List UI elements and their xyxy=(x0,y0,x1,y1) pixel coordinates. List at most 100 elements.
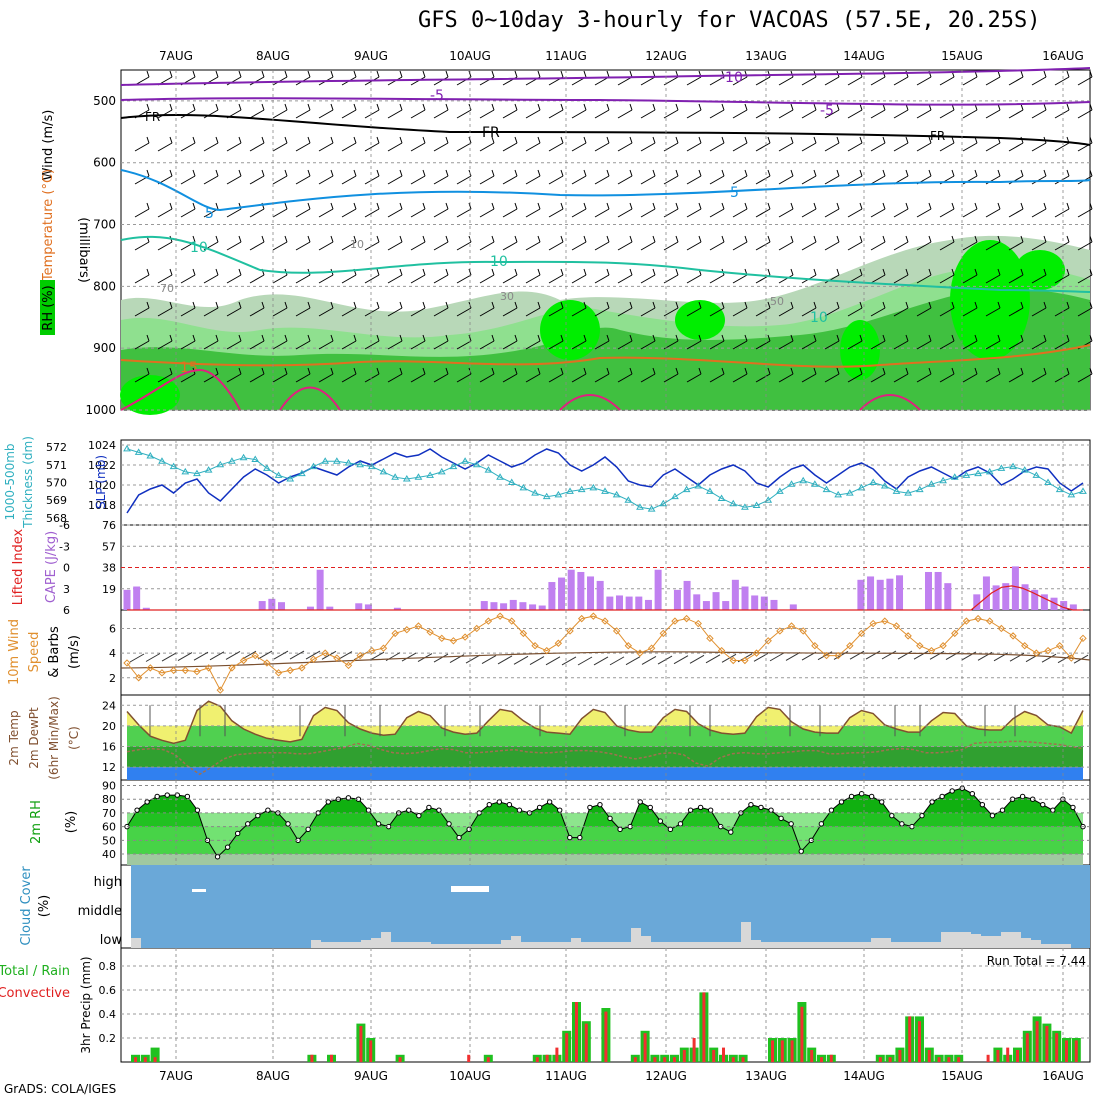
wind-barb-flag xyxy=(974,367,978,375)
wind-barb-flag xyxy=(997,169,1001,177)
wind-barb-flag xyxy=(238,268,242,276)
wind-barb-flag xyxy=(928,202,932,210)
wind-barb xyxy=(881,650,897,660)
thickness-point xyxy=(239,453,248,461)
wind-barb xyxy=(134,208,150,218)
cloud-low-bar xyxy=(741,922,751,948)
wind-barb xyxy=(732,175,748,185)
wind-barb-flag xyxy=(445,202,449,210)
wind-barb xyxy=(801,175,817,185)
date-label-top: 9AUG xyxy=(354,49,388,63)
date-label-bottom: 13AUG xyxy=(745,1069,787,1083)
cloud-low-bar xyxy=(871,938,881,948)
wind-barb xyxy=(1031,109,1047,119)
wind-barb-flag xyxy=(652,301,656,309)
cape-bar xyxy=(123,589,131,610)
slp-tick: 1024 xyxy=(88,439,116,452)
wind-barb-flag xyxy=(675,235,679,243)
precip-convective-bar xyxy=(692,1038,696,1062)
wind-speed-point xyxy=(962,617,971,625)
cloud-low-bar xyxy=(851,942,861,948)
wind-barb-flag xyxy=(491,367,495,375)
precip-panel: 0.2 0.4 0.6 0.8 Run Total = 7.44 xyxy=(99,948,1090,1062)
wind-barb-flag xyxy=(491,334,495,342)
wind-barb-flag xyxy=(629,268,633,276)
thickness-point xyxy=(577,485,586,493)
temperature-contour xyxy=(120,67,1091,86)
cloud-low-bar xyxy=(621,942,631,948)
thickness-point xyxy=(309,462,318,470)
cape-bar xyxy=(1050,597,1058,610)
precip-convective-bar xyxy=(584,1023,588,1062)
thickness-point xyxy=(437,467,446,475)
cloud-panel: high middle low xyxy=(78,865,1090,948)
wind-barb xyxy=(709,76,725,86)
wind-barb-flag xyxy=(721,136,725,144)
wind-barb xyxy=(341,373,357,383)
wind-barb-flag xyxy=(1043,301,1047,309)
wind-barb-flag xyxy=(560,367,564,375)
rh-point xyxy=(748,801,754,808)
thickness-point xyxy=(845,489,854,496)
wind-speed-point xyxy=(811,642,819,650)
wind-barb xyxy=(456,373,472,383)
wind-barb xyxy=(134,373,150,383)
cape-bar xyxy=(596,580,604,610)
wind-barb xyxy=(985,373,1001,383)
wind-barb-flag xyxy=(836,202,840,210)
wind-barb xyxy=(709,373,725,383)
thickness-point xyxy=(391,473,400,480)
precip-convective-bar xyxy=(722,1047,725,1062)
wind-barb xyxy=(502,142,518,152)
wind-barb-flag xyxy=(215,367,219,375)
temp-tick: 12 xyxy=(102,761,116,774)
wind-barb-flag xyxy=(767,70,771,78)
wind-barb xyxy=(593,656,609,666)
wind-barb xyxy=(594,373,610,383)
wind-barb xyxy=(456,307,472,317)
contour-label: 15 xyxy=(180,360,198,376)
rh-point xyxy=(486,801,492,808)
wind-barb-flag xyxy=(491,301,495,309)
wind-barb-flag xyxy=(675,169,679,177)
wind-barb-flag xyxy=(1020,235,1024,243)
wind-barb xyxy=(893,208,909,218)
cape-panel: 19 38 57 76 -6 -3 0 3 6 xyxy=(59,519,1090,617)
rh-point xyxy=(667,826,674,833)
wind-tick: 4 xyxy=(109,647,116,660)
wind-barb xyxy=(778,241,794,251)
wind-barb xyxy=(778,142,794,152)
thickness-point xyxy=(297,469,306,477)
wind-barb-flag xyxy=(767,136,771,144)
wind-barb xyxy=(318,208,334,218)
wind-barb xyxy=(295,109,311,119)
cloud-low-bar xyxy=(551,942,561,948)
precip-convective-bar xyxy=(633,1057,637,1062)
cape-bar xyxy=(306,606,314,610)
wind-barb xyxy=(801,208,817,218)
cape-bar xyxy=(992,585,1000,610)
rh-point xyxy=(305,826,311,833)
contour-label: 10 xyxy=(810,310,828,326)
contour-label: 30 xyxy=(500,290,514,303)
precip-convective-bar xyxy=(359,1026,363,1062)
cloud-low-bar xyxy=(731,942,741,948)
wind-barb-flag xyxy=(997,367,1001,375)
precip-convective-bar xyxy=(829,1054,833,1062)
cloud-low-bar xyxy=(581,942,591,948)
wind-barb-flag xyxy=(215,103,219,111)
wind-barb-flag xyxy=(261,103,265,111)
wind-barb xyxy=(161,652,177,662)
thickness-point xyxy=(974,469,982,477)
temperature-contour xyxy=(120,344,1091,368)
cape-bar xyxy=(606,596,614,610)
wind-barb xyxy=(870,241,886,251)
wind-barb xyxy=(709,109,725,119)
wind-barb-flag xyxy=(514,367,518,375)
slp-tick: 1018 xyxy=(88,499,116,512)
thickness-point xyxy=(869,478,878,485)
wind-barb xyxy=(548,175,564,185)
wind-barb-flag xyxy=(675,268,679,276)
wind-barb xyxy=(962,241,978,251)
wind-barb xyxy=(916,241,932,251)
